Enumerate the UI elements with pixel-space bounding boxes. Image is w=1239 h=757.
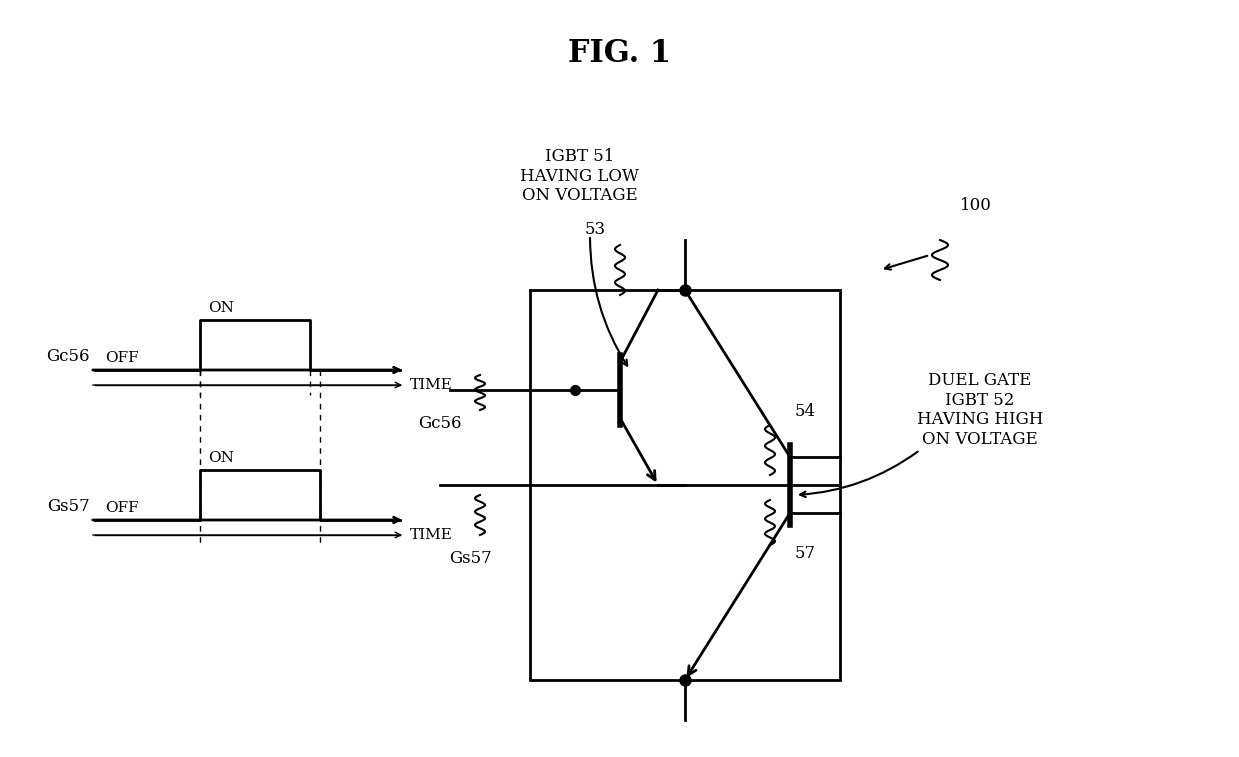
Text: FIG. 1: FIG. 1 [567, 38, 670, 69]
Text: Gs57: Gs57 [449, 550, 492, 567]
Text: ON: ON [208, 301, 234, 315]
Text: 100: 100 [960, 197, 992, 213]
Text: 54: 54 [795, 403, 817, 420]
Text: OFF: OFF [105, 351, 139, 365]
Text: TIME: TIME [410, 378, 453, 392]
Text: DUEL GATE
IGBT 52
HAVING HIGH
ON VOLTAGE: DUEL GATE IGBT 52 HAVING HIGH ON VOLTAGE [917, 372, 1043, 448]
Text: OFF: OFF [105, 501, 139, 515]
Text: Gs57: Gs57 [47, 498, 90, 515]
Text: 57: 57 [795, 545, 817, 562]
Text: Gc56: Gc56 [47, 348, 90, 365]
Text: ON: ON [208, 451, 234, 465]
Text: Gc56: Gc56 [419, 415, 462, 432]
Text: IGBT 51
HAVING LOW
ON VOLTAGE: IGBT 51 HAVING LOW ON VOLTAGE [520, 148, 639, 204]
Text: 53: 53 [585, 221, 606, 238]
Text: TIME: TIME [410, 528, 453, 542]
